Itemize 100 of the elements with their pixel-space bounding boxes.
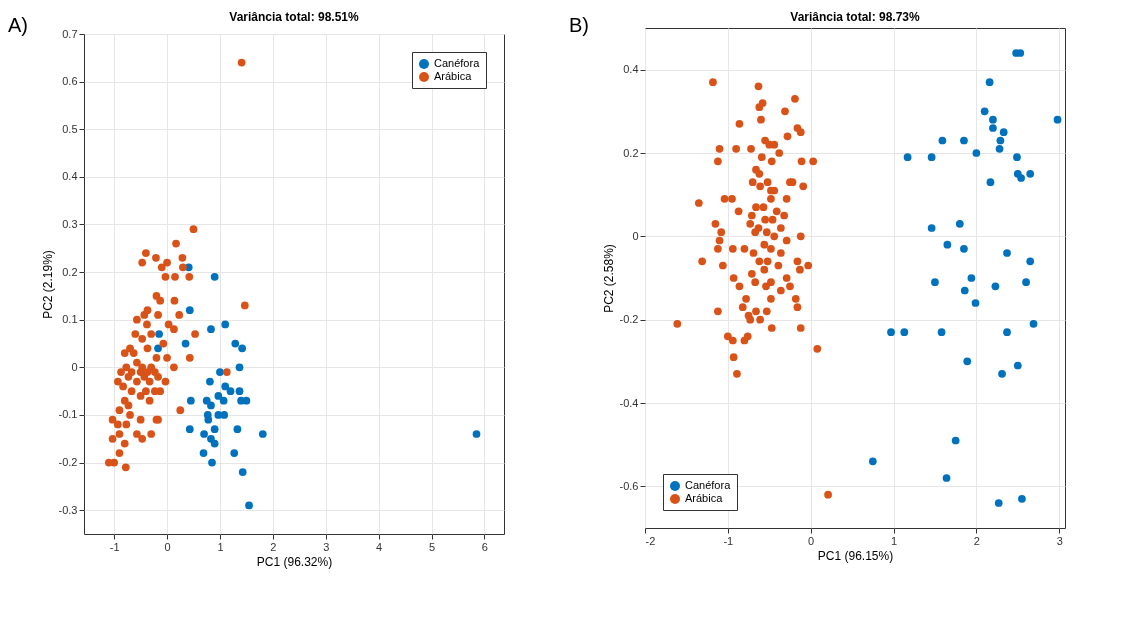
point (185, 425, 194, 434)
y-tick-label: 0.6 (62, 75, 78, 88)
y-tick-label: -0.1 (58, 408, 78, 421)
point (204, 415, 213, 424)
x-axis-title: PC1 (96.32%) (256, 554, 333, 569)
x-tick-label: 6 (481, 540, 488, 553)
text: B) (569, 14, 589, 37)
point (938, 136, 947, 145)
point (955, 219, 964, 228)
point (220, 411, 229, 419)
point (972, 149, 981, 157)
point (214, 392, 223, 400)
point (931, 278, 939, 287)
y-tick-label: 0.4 (623, 63, 639, 76)
y-tick-label: 0.2 (62, 265, 78, 278)
legend-label: Arábica (434, 70, 473, 82)
y-tick-label: 0.7 (62, 27, 78, 40)
legend-label: Arábica (685, 492, 724, 504)
point (231, 339, 240, 348)
chart-title: Variância total: 98.51% (229, 10, 360, 24)
point (233, 425, 242, 434)
point (210, 439, 219, 448)
y-axis-title: PC2 (2.19%) (40, 250, 55, 319)
y-tick-label: -0.2 (58, 456, 78, 469)
point (208, 458, 216, 467)
x-tick-label: 0 (164, 540, 171, 553)
x-tick-label: -2 (645, 534, 656, 547)
point (995, 144, 1004, 153)
point (207, 325, 215, 334)
y-tick-label: -0.3 (58, 503, 78, 516)
point (238, 344, 247, 353)
point (900, 328, 909, 337)
point (199, 449, 208, 457)
point (989, 115, 997, 124)
point (971, 299, 980, 307)
point (1003, 328, 1011, 337)
y-axis-title: PC2 (2.58%) (601, 244, 616, 313)
point (1017, 174, 1025, 182)
x-tick-label: 3 (1056, 534, 1063, 547)
y-tick-label: -0.6 (619, 479, 639, 492)
point (903, 153, 912, 162)
point (219, 396, 228, 405)
point (216, 368, 224, 376)
x-tick-label: 3 (323, 540, 330, 553)
legend-label: Canéfora (685, 479, 732, 491)
point (245, 501, 253, 510)
point (1026, 257, 1035, 266)
y-tick-label: 0.5 (62, 122, 78, 135)
y-tick-label: 0 (632, 229, 639, 242)
point (960, 244, 968, 253)
point (242, 396, 251, 405)
point (210, 425, 219, 434)
y-tick-label: 0.2 (623, 146, 639, 159)
point (927, 153, 936, 162)
point (186, 396, 195, 405)
point (258, 430, 267, 438)
point (206, 377, 214, 386)
point (1026, 169, 1035, 178)
y-tick-label: 0.3 (62, 217, 78, 230)
x-tick-label: 1 (890, 534, 898, 547)
point (991, 282, 1000, 291)
point (221, 320, 230, 329)
point (985, 78, 994, 87)
point (937, 328, 946, 337)
x-tick-label: 2 (973, 534, 980, 547)
x-tick-label: 2 (270, 540, 277, 553)
point (200, 430, 208, 438)
point (181, 339, 190, 348)
y-tick-label: -0.2 (619, 313, 639, 326)
text: A) (8, 14, 28, 37)
point (994, 499, 1003, 507)
point (927, 224, 936, 232)
point (960, 136, 968, 145)
point (235, 387, 244, 396)
point (226, 387, 235, 396)
point (967, 274, 976, 282)
point (1003, 249, 1011, 257)
point (1016, 49, 1025, 57)
point (230, 449, 239, 457)
point (207, 401, 215, 410)
point (887, 328, 895, 337)
x-tick-label: 1 (217, 540, 224, 553)
x-tick-label: 4 (376, 540, 383, 553)
point (210, 272, 219, 281)
point (185, 306, 194, 315)
point (154, 344, 162, 353)
point (238, 468, 247, 476)
y-tick-label: 0 (71, 360, 78, 373)
point (999, 128, 1008, 137)
point (996, 136, 1005, 145)
point (1022, 278, 1030, 287)
point (1013, 153, 1021, 162)
x-tick-label: -1 (109, 540, 120, 553)
point (963, 357, 972, 366)
point (155, 330, 163, 338)
point (986, 178, 995, 187)
point (868, 457, 877, 466)
point (980, 107, 989, 116)
y-tick-label: 0.1 (62, 313, 78, 326)
point (989, 124, 997, 132)
